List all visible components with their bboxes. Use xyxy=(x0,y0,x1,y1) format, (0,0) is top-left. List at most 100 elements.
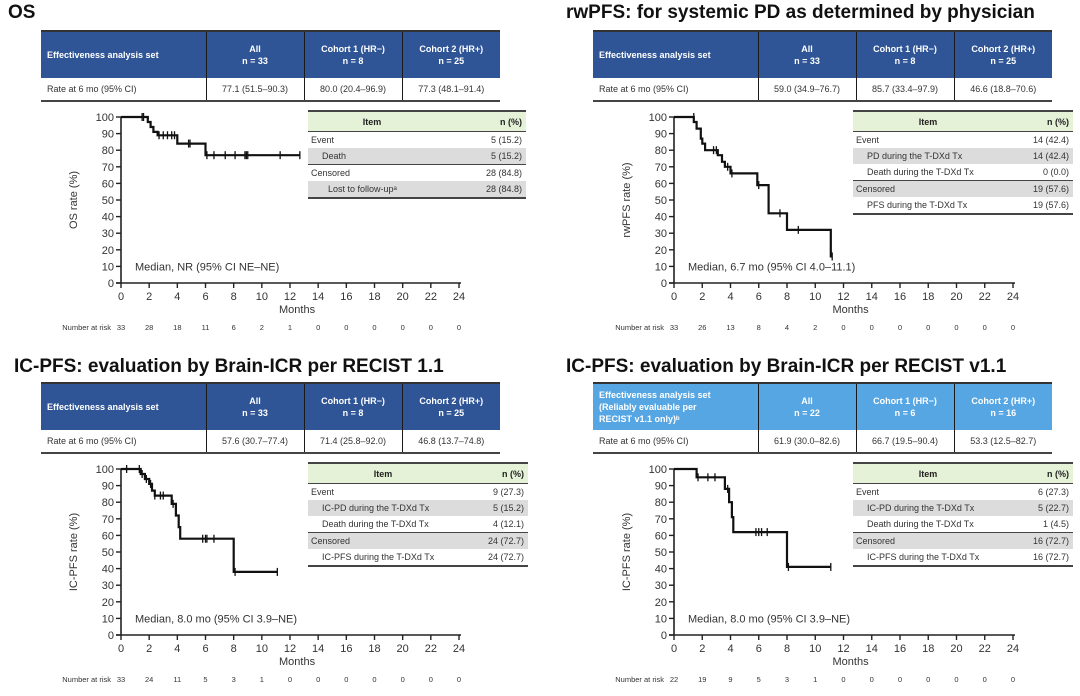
item-count: 24 (72.7) xyxy=(487,552,524,562)
x-tick-label: 10 xyxy=(256,643,268,655)
y-tick-label: 100 xyxy=(96,112,114,124)
rate-value: 46.8 (13.7–74.8) xyxy=(418,436,485,446)
x-tick-label: 22 xyxy=(425,643,437,655)
y-tick-label: 80 xyxy=(102,497,114,509)
y-tick-label: 0 xyxy=(108,630,114,642)
y-tick-label: 90 xyxy=(655,481,667,493)
item-label: IC-PFS during the T-DXd Tx xyxy=(322,552,435,562)
summary-header-row: Effectiveness analysis set All n = 33 Cohor… xyxy=(41,383,500,430)
x-tick-label: 22 xyxy=(979,643,991,655)
header-text: Cohort 1 (HR−) xyxy=(873,396,937,406)
x-tick-label: 2 xyxy=(146,291,152,303)
number-at-risk-value: 0 xyxy=(429,323,433,332)
rate-value: 77.1 (51.5–90.3) xyxy=(206,78,305,101)
item-count: 9 (27.3) xyxy=(492,487,524,497)
y-tick-label: 60 xyxy=(102,530,114,542)
header-cohort-3: Cohort 2 (HR+) n = 16 xyxy=(954,383,1052,430)
rate-value: 66.7 (19.5–90.4) xyxy=(856,430,955,453)
y-tick-label: 10 xyxy=(102,261,114,273)
y-tick-label: 30 xyxy=(102,580,114,592)
number-at-risk-value: 6 xyxy=(232,323,236,332)
item-row: PD during the T-DXd Tx 14 (42.4) xyxy=(853,148,1073,164)
number-at-risk-value: 0 xyxy=(898,675,902,684)
rate-value: 61.9 (30.0–82.6) xyxy=(758,430,857,453)
number-at-risk-value: 0 xyxy=(841,323,845,332)
header-text: n = 33 xyxy=(794,56,820,66)
x-tick-label: 10 xyxy=(256,291,268,303)
summary-rate-row: Rate at 6 mo (95% CI) 57.6 (30.7–77.4) 71.… xyxy=(41,430,500,453)
item-row: Event 6 (27.3) xyxy=(853,484,1073,501)
number-at-risk-value: 0 xyxy=(344,323,348,332)
y-tick-label: 30 xyxy=(655,228,667,240)
y-tick-label: 30 xyxy=(655,580,667,592)
summary-table: Effectiveness analysis set (Reliably eval… xyxy=(593,382,1052,454)
item-label: Death xyxy=(308,148,436,165)
rate-value: 59.0 (34.9–76.7) xyxy=(758,78,857,101)
x-tick-label: 8 xyxy=(784,643,790,655)
header-cohort-1: All n = 33 xyxy=(758,31,857,78)
x-tick-label: 20 xyxy=(950,643,962,655)
panel-os: OS xyxy=(0,0,540,348)
rate-value: 85.7 (33.4–97.9) xyxy=(856,78,955,101)
header-cohort-1: All n = 33 xyxy=(206,383,305,430)
item-count: 5 (15.2) xyxy=(490,135,522,145)
item-col-header: Item xyxy=(308,463,458,484)
km-survival-curve xyxy=(674,467,831,568)
x-tick-label: 22 xyxy=(425,291,437,303)
header-text: Cohort 1 (HR−) xyxy=(321,44,385,54)
y-tick-label: 40 xyxy=(655,564,667,576)
number-at-risk-value: 2 xyxy=(260,323,264,332)
km-chart-1: 0 10 20 30 40 50 60 70 80 90 100 0 33 2 26 4 13 6 8 8 4 10 2 12… xyxy=(615,112,1019,332)
number-at-risk-value: 0 xyxy=(457,675,461,684)
median-annotation: Median, 8.0 mo (95% CI 3.9–NE) xyxy=(688,613,850,625)
number-at-risk-value: 0 xyxy=(401,323,405,332)
number-at-risk-value: 0 xyxy=(1011,675,1015,684)
item-label: IC-PFS during the T-DXd Tx xyxy=(867,552,980,562)
x-tick-label: 20 xyxy=(950,291,962,303)
x-tick-label: 24 xyxy=(1007,643,1019,655)
number-at-risk-value: 0 xyxy=(983,675,987,684)
header-text: Effectiveness analysis set xyxy=(599,390,711,400)
number-at-risk-value: 0 xyxy=(954,675,958,684)
y-tick-label: 50 xyxy=(655,195,667,207)
header-text: All xyxy=(249,396,261,406)
y-tick-label: 100 xyxy=(96,464,114,476)
y-tick-label: 80 xyxy=(655,145,667,157)
x-tick-label: 14 xyxy=(866,643,878,655)
x-tick-label: 4 xyxy=(727,291,733,303)
item-header-row: Item n (%) xyxy=(308,463,528,484)
y-tick-label: 0 xyxy=(661,278,667,290)
number-at-risk-value: 3 xyxy=(232,675,236,684)
number-at-risk-value: 28 xyxy=(145,323,153,332)
y-tick-label: 0 xyxy=(661,630,667,642)
x-tick-label: 20 xyxy=(397,291,409,303)
item-col-header: Item xyxy=(853,111,1003,132)
number-at-risk-value: 0 xyxy=(954,323,958,332)
x-tick-label: 12 xyxy=(837,291,849,303)
summary-rate-row: Rate at 6 mo (95% CI) 59.0 (34.9–76.7) 85.… xyxy=(593,78,1052,101)
item-row: IC-PFS during the T-DXd Tx 16 (72.7) xyxy=(853,549,1073,566)
number-at-risk-value: 0 xyxy=(401,675,405,684)
number-at-risk-value: 1 xyxy=(260,675,264,684)
number-at-risk-value: 33 xyxy=(117,323,125,332)
y-tick-label: 40 xyxy=(102,212,114,224)
y-tick-label: 60 xyxy=(655,178,667,190)
panel-title: IC-PFS: evaluation by Brain-ICR per RECI… xyxy=(566,356,1007,377)
x-tick-label: 14 xyxy=(312,643,324,655)
number-at-risk-value: 9 xyxy=(728,675,732,684)
item-label: PD during the T-DXd Tx xyxy=(853,148,1003,164)
x-tick-label: 22 xyxy=(979,291,991,303)
number-at-risk-value: 33 xyxy=(117,675,125,684)
panel-icpfs-evaluable: IC-PFS: evaluation by Brain-ICR per RECI… xyxy=(540,348,1080,696)
x-tick-label: 12 xyxy=(284,291,296,303)
header-cohort-2: Cohort 1 (HR−) n = 6 xyxy=(856,383,955,430)
y-tick-label: 40 xyxy=(102,564,114,576)
panel-title: IC-PFS: evaluation by Brain-ICR per RECI… xyxy=(14,356,444,377)
x-tick-label: 2 xyxy=(146,643,152,655)
x-tick-label: 12 xyxy=(284,643,296,655)
item-label: Event xyxy=(856,487,880,497)
number-at-risk-label: Number at risk xyxy=(62,323,111,332)
x-tick-label: 14 xyxy=(866,291,878,303)
y-tick-label: 10 xyxy=(102,613,114,625)
x-tick-label: 24 xyxy=(1007,291,1019,303)
